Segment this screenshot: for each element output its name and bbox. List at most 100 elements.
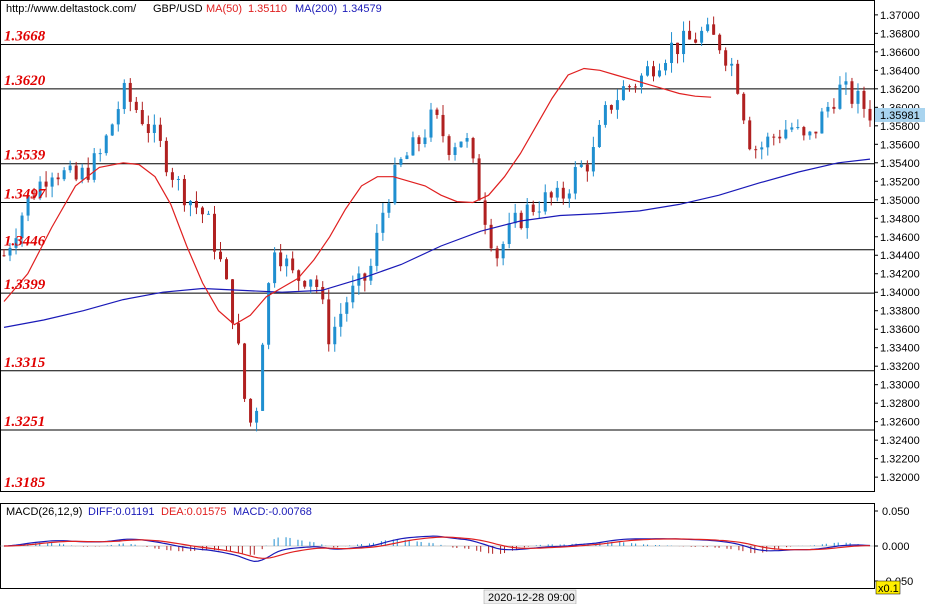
candle-body [182,178,186,206]
candle-body [411,137,415,156]
candle-body [219,251,222,260]
zoom-badge[interactable]: x0.1 [875,580,901,595]
level-label: 1.3185 [4,475,46,491]
candle-body [50,177,54,187]
candle-body [507,223,511,244]
candle-body [447,136,451,155]
candle-body [820,111,824,134]
candle-body [273,252,277,284]
candle-body [826,106,830,112]
candle-body [20,215,24,239]
candle-body [730,63,734,66]
macd-header: MACD(26,12,9) DIFF:0.01191 DEA:0.01575 M… [6,506,312,518]
candle-body [231,279,235,324]
price-tick-label: 1.32600 [880,417,920,429]
candle-body [339,313,343,327]
candle-body [423,137,427,144]
candle-body [158,124,162,141]
candle-body [531,204,535,212]
candle-body [844,81,848,85]
candle-body [333,326,337,345]
candle-body [796,127,800,129]
candle-body [543,192,547,212]
macd-dea-value: DEA:0.01575 [161,506,226,518]
candle-body [92,153,96,180]
candle-body [261,344,265,411]
level-label: 1.3668 [4,28,46,44]
price-header: http://www.deltastock.com/ GBP/USD MA(50… [6,3,382,15]
current-price-box [875,108,925,122]
candle-body [591,147,595,172]
candle-body [237,323,241,344]
candle-body [495,248,499,259]
candle-body [429,109,433,138]
candle-body [676,42,680,55]
price-tick-label: 1.35000 [880,195,920,207]
time-cursor-label: 2020-12-28 09:00 [488,592,575,604]
candle-body [567,193,571,199]
level-label: 1.3446 [4,234,46,250]
candle-body [255,410,259,423]
candle-body [188,200,192,206]
price-tick-label: 1.36200 [880,84,920,96]
price-tick-label: 1.35600 [880,139,920,151]
candle-body [766,136,770,148]
candle-body [597,124,601,148]
candle-body [387,203,391,213]
candle-body [832,106,836,109]
price-tick-label: 1.33000 [880,380,920,392]
ma50-label: MA(50) [206,3,242,15]
candle-body [285,258,289,267]
candle-body [700,30,704,43]
candle-body [225,259,229,280]
candle-body [670,42,674,63]
price-tick-label: 1.35800 [880,121,920,133]
candle-body [315,279,319,287]
ma200-label: MA(200) [295,3,337,15]
candle-body [748,120,752,150]
candle-body [784,129,788,139]
candle-body [405,155,409,159]
price-tick-label: 1.33600 [880,324,920,336]
candle-body [146,124,150,133]
price-tick-label: 1.32400 [880,435,920,447]
zoom-badge-box[interactable] [875,580,901,595]
level-label: 1.3620 [4,73,46,89]
candle-body [802,127,806,136]
candle-body [688,30,692,40]
price-tick-label: 1.34000 [880,287,920,299]
candle-body [664,62,668,71]
candle-body [152,124,156,133]
candle-body [561,187,565,199]
price-tick-label: 1.35400 [880,158,920,170]
candle-body [724,50,728,66]
candle-body [736,63,740,94]
level-label: 1.3399 [4,277,46,293]
level-labels: 1.3668 1.3620 1.3539 1.3497 1.3446 1.3399 1.33… [4,28,46,491]
candle-body [321,286,325,300]
candle-body [206,213,210,215]
price-tick-label: 1.33800 [880,306,920,318]
current-price-label: 1.35981 [880,110,920,122]
candle-body [579,164,583,167]
ma50-line [3,67,712,326]
current-price-marker: 1.35981 [875,108,925,122]
candle-body [483,200,487,225]
macd-dea-line [4,536,870,559]
candle-body [537,211,541,213]
price-tick-label: 1.34200 [880,269,920,281]
level-label: 1.3539 [4,148,46,164]
candle-body [369,265,373,281]
candle-body [682,30,686,55]
candle-body [513,212,517,224]
ma200-value: 1.34579 [342,3,382,15]
candle-body [838,84,842,109]
time-axis-strip [0,590,875,604]
zoom-badge-label[interactable]: x0.1 [878,583,899,595]
macd-tick-label: 0.050 [882,506,910,518]
candle-body [243,343,247,399]
candle-body [194,200,198,208]
time-cursor-box [483,589,577,604]
price-tick-label: 1.36600 [880,47,920,59]
candle-body [621,86,625,101]
